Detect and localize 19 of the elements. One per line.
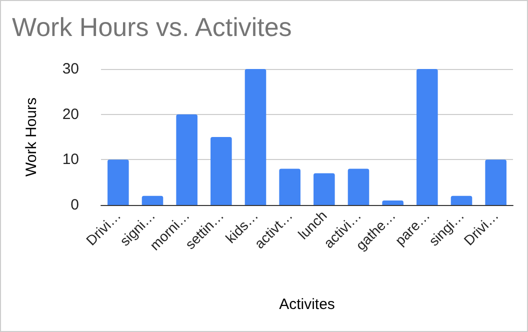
bar — [176, 114, 198, 205]
y-tick-label: 0 — [70, 196, 79, 214]
chart-title: Work Hours vs. Activites — [12, 12, 292, 42]
x-axis-title: Activites — [279, 296, 335, 313]
bar — [314, 173, 335, 205]
bar — [142, 196, 164, 205]
bar — [279, 168, 300, 205]
bar — [485, 160, 506, 205]
bar — [348, 168, 370, 205]
bar — [416, 69, 438, 205]
y-axis-title: Work Hours — [23, 98, 40, 176]
y-tick-label: 30 — [62, 60, 79, 78]
bar — [108, 160, 129, 205]
y-tick-label: 20 — [62, 106, 79, 123]
bar — [382, 200, 404, 205]
bar — [244, 69, 266, 205]
y-tick-label: 10 — [62, 151, 79, 168]
bar — [210, 137, 232, 205]
bar — [450, 196, 472, 205]
